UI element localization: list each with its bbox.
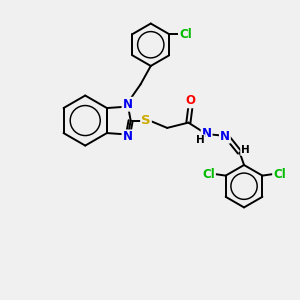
Text: N: N: [202, 127, 212, 140]
Text: O: O: [186, 94, 196, 107]
Text: N: N: [122, 98, 133, 111]
Text: Cl: Cl: [202, 168, 215, 181]
Text: S: S: [141, 114, 151, 127]
Text: Cl: Cl: [179, 28, 192, 40]
Text: N: N: [122, 130, 133, 143]
Text: H: H: [196, 135, 205, 145]
Text: N: N: [220, 130, 230, 143]
Text: Cl: Cl: [273, 168, 286, 181]
Text: H: H: [241, 145, 250, 155]
